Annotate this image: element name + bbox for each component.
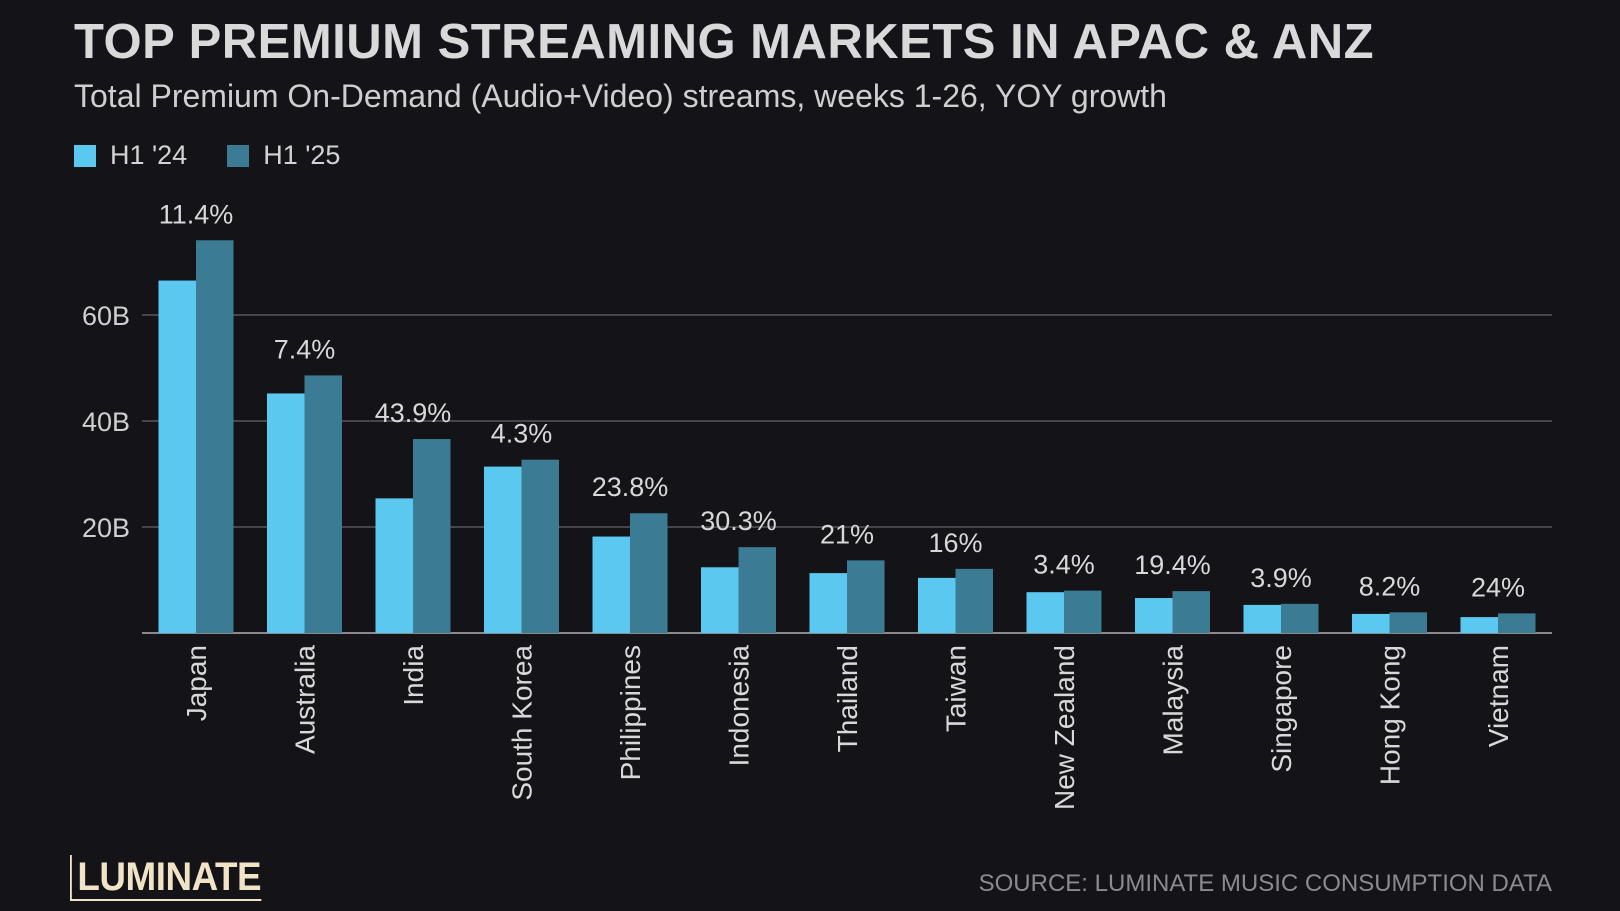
source-note: SOURCE: LUMINATE MUSIC CONSUMPTION DATA: [978, 870, 1552, 897]
bar-h1-24: [1135, 598, 1173, 633]
data-label: 43.9%: [375, 398, 452, 428]
x-tick-label: Australia: [290, 645, 321, 754]
legend: H1 '24 H1 '25: [74, 140, 380, 171]
bar-h1-24: [267, 393, 305, 633]
legend-swatch-h1-24: [74, 144, 96, 167]
bar-h1-24: [1352, 613, 1390, 633]
x-tick-label: Japan: [181, 645, 212, 721]
x-tick-label: Philippines: [615, 645, 646, 780]
data-label: 11.4%: [159, 199, 234, 229]
legend-item-h1-25: H1 '25: [227, 140, 340, 171]
bar-h1-25: [1064, 590, 1102, 633]
x-tick-label: South Korea: [507, 645, 538, 801]
bar-h1-24: [701, 567, 739, 633]
data-label: 3.9%: [1250, 563, 1312, 593]
data-label: 21%: [820, 519, 874, 549]
data-label: 8.2%: [1359, 571, 1421, 601]
bar-h1-25: [304, 375, 342, 633]
bar-h1-24: [1460, 617, 1498, 633]
bar-h1-25: [955, 568, 993, 633]
chart-title: TOP PREMIUM STREAMING MARKETS IN APAC & …: [74, 15, 1375, 69]
bar-h1-24: [918, 577, 956, 633]
bar-h1-24: [1243, 604, 1281, 633]
data-label: 4.3%: [491, 419, 553, 449]
bar-h1-25: [847, 560, 885, 633]
legend-label-h1-24: H1 '24: [110, 140, 188, 170]
bar-h1-25: [1498, 613, 1536, 633]
x-tick-label: India: [398, 645, 429, 706]
legend-label-h1-25: H1 '25: [263, 140, 341, 170]
bar-h1-25: [738, 547, 776, 633]
data-label: 3.4%: [1033, 550, 1095, 580]
x-tick-label: Singapore: [1266, 645, 1297, 773]
x-tick-label: Hong Kong: [1375, 645, 1406, 785]
luminate-logo: LUMINATE: [70, 855, 262, 901]
legend-swatch-h1-25: [227, 144, 250, 167]
data-label: 16%: [928, 528, 982, 558]
bar-h1-25: [521, 459, 559, 633]
legend-item-h1-24: H1 '24: [74, 140, 187, 171]
bar-h1-24: [809, 573, 847, 633]
x-tick-label: Malaysia: [1158, 645, 1189, 756]
bar-h1-25: [1172, 591, 1210, 633]
bar-h1-24: [1026, 592, 1064, 633]
bar-h1-25: [1389, 612, 1427, 633]
data-label: 7.4%: [274, 334, 336, 364]
x-tick-label: Vietnam: [1483, 645, 1514, 747]
x-tick-label: New Zealand: [1049, 645, 1080, 810]
data-label: 30.3%: [700, 506, 777, 536]
bar-h1-24: [375, 498, 413, 633]
y-tick-label: 40B: [82, 407, 130, 437]
data-label: 23.8%: [592, 472, 669, 502]
x-tick-label: Indonesia: [724, 645, 755, 767]
data-label: 19.4%: [1134, 550, 1211, 580]
bar-h1-25: [630, 513, 668, 633]
x-tick-label: Taiwan: [941, 645, 972, 732]
bar-h1-25: [1281, 603, 1319, 633]
bar-h1-24: [592, 536, 630, 633]
bar-h1-25: [196, 240, 234, 633]
bar-h1-25: [413, 439, 451, 633]
bar-h1-24: [484, 466, 522, 633]
y-tick-label: 60B: [82, 301, 130, 331]
chart-subtitle: Total Premium On-Demand (Audio+Video) st…: [74, 78, 1167, 114]
bar-h1-24: [158, 280, 196, 633]
x-tick-label: Thailand: [832, 645, 863, 752]
y-tick-label: 20B: [82, 513, 130, 543]
data-label: 24%: [1471, 572, 1525, 602]
